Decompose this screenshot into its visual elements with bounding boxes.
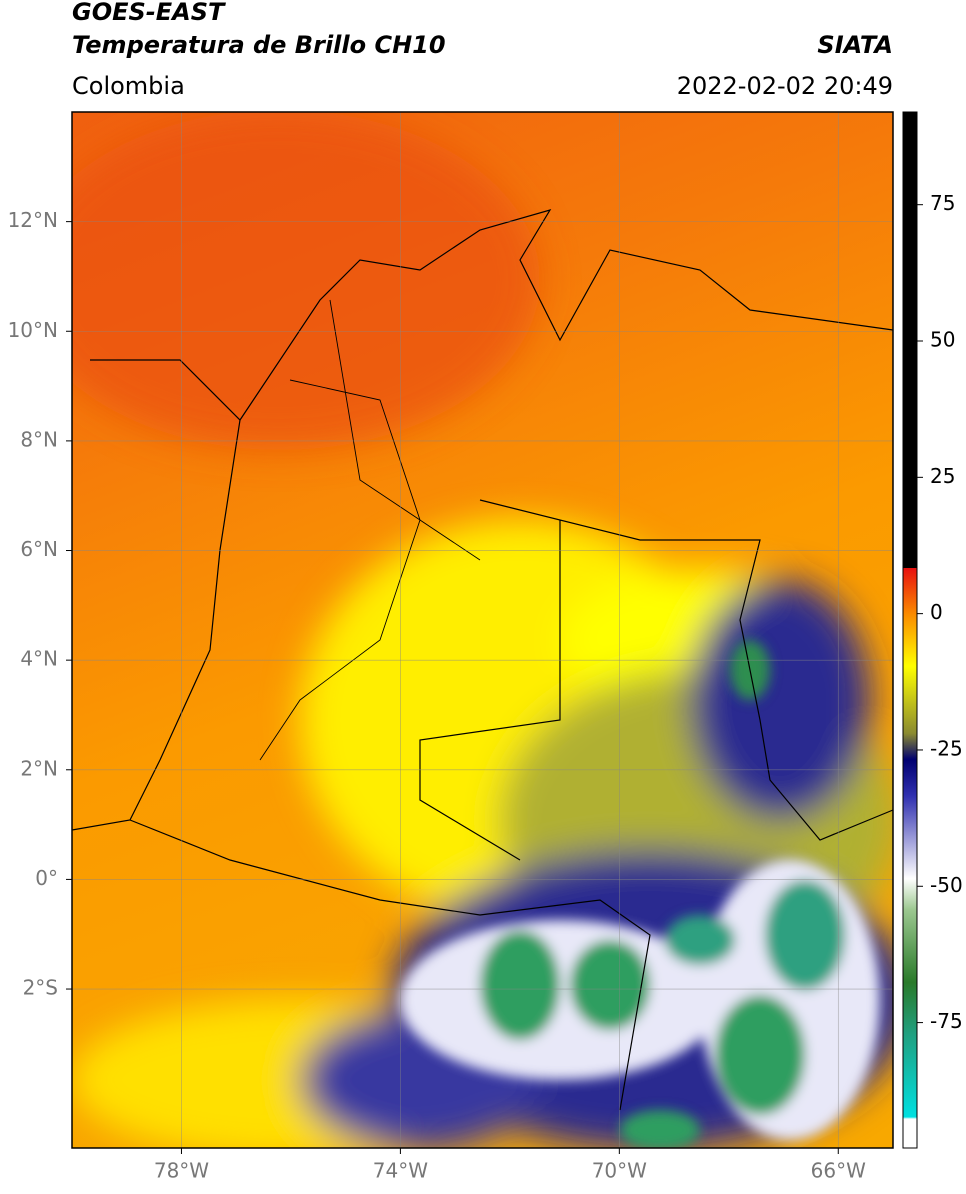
colorbar-tick-label: 0 (930, 600, 943, 624)
source: SIATA (817, 31, 893, 59)
y-tick-label: 2°N (20, 756, 58, 780)
colorbar-tick-label: 25 (930, 464, 955, 488)
x-tick-label: 74°W (373, 1159, 428, 1183)
y-tick-label: 0° (35, 866, 58, 890)
region: Colombia (72, 72, 185, 100)
grid (72, 112, 893, 1148)
y-tick-label: 12°N (8, 208, 58, 232)
colorbar-tick-label: 50 (930, 328, 955, 352)
y-tick-label: 6°N (20, 537, 58, 561)
x-tick-label: 66°W (811, 1159, 866, 1183)
x-tick-label: 70°W (592, 1159, 647, 1183)
y-tick-label: 8°N (20, 427, 58, 451)
datetime: 2022-02-02 20:49 (677, 72, 893, 100)
subtitle: Temperatura de Brillo CH10 (72, 31, 446, 59)
colorbar (902, 111, 918, 1149)
title: GOES-EAST (72, 0, 226, 26)
y-tick-label: 4°N (20, 647, 58, 671)
x-tick-label: 78°W (154, 1159, 209, 1183)
colorbar-tick-label: -25 (930, 736, 963, 760)
satellite-image (72, 112, 893, 1148)
y-tick-label: 10°N (8, 318, 58, 342)
map-frame (71, 111, 894, 1149)
colorbar-tick-label: -75 (930, 1009, 963, 1033)
colorbar-tick-label: 75 (930, 191, 955, 215)
y-tick-label: 2°S (23, 976, 58, 1000)
colorbar-tick-label: -50 (930, 873, 963, 897)
